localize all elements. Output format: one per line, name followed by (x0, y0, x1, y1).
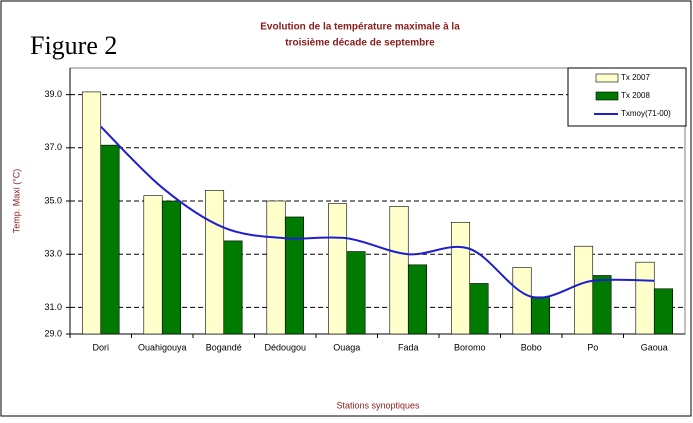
bar (469, 283, 489, 335)
y-axis-title: Temp. Maxi (°C) (11, 169, 21, 234)
legend-label: Txmoy(71-00) (621, 109, 671, 118)
bar (266, 200, 286, 335)
x-tick-label: Gaoua (641, 342, 668, 352)
x-tick-label: Ouaga (333, 342, 360, 352)
x-tick-label: Bobo (521, 342, 542, 352)
bar (530, 296, 551, 335)
y-tick-label: 37.0 (44, 142, 62, 152)
bar (100, 144, 120, 335)
x-tick-label: Dédougou (264, 342, 306, 352)
x-tick-label: Po (587, 342, 598, 352)
y-tick-label: 29.0 (44, 328, 62, 338)
bar (512, 267, 532, 335)
bar (205, 190, 225, 335)
bar (653, 288, 674, 335)
bar (143, 195, 163, 335)
bar (82, 91, 102, 335)
figure-label: Figure 2 (30, 31, 117, 60)
bar (284, 216, 305, 335)
x-tick-label: Ouahigouya (138, 342, 187, 352)
legend-label: Tx 2008 (621, 91, 650, 100)
bar (327, 203, 348, 335)
y-tick-label: 35.0 (44, 195, 62, 205)
legend-label: Tx 2007 (621, 73, 650, 82)
legend-swatch (595, 91, 619, 101)
chart-title: Evolution de la température maximale à l… (260, 22, 460, 33)
y-tick-label: 31.0 (44, 302, 62, 312)
legend-box (567, 67, 687, 127)
bar (389, 206, 409, 335)
bar (161, 200, 182, 335)
bar (407, 264, 428, 335)
bar (592, 275, 612, 335)
bar (573, 245, 594, 335)
legend-swatch (595, 73, 619, 83)
x-tick-label: Dori (92, 342, 109, 352)
x-tick-label: Boromo (454, 342, 486, 352)
x-tick-label: Fada (398, 342, 419, 352)
y-tick-label: 39.0 (44, 89, 62, 99)
bar (635, 261, 655, 335)
x-tick-label: Bogandé (206, 342, 242, 352)
x-axis-title: Stations synoptiques (336, 400, 420, 410)
chart-subtitle: troisième décade de septembre (285, 38, 435, 49)
bar (223, 240, 243, 335)
y-tick-label: 33.0 (44, 249, 62, 259)
bar (450, 221, 471, 335)
line (100, 125, 655, 299)
bar (346, 251, 366, 335)
